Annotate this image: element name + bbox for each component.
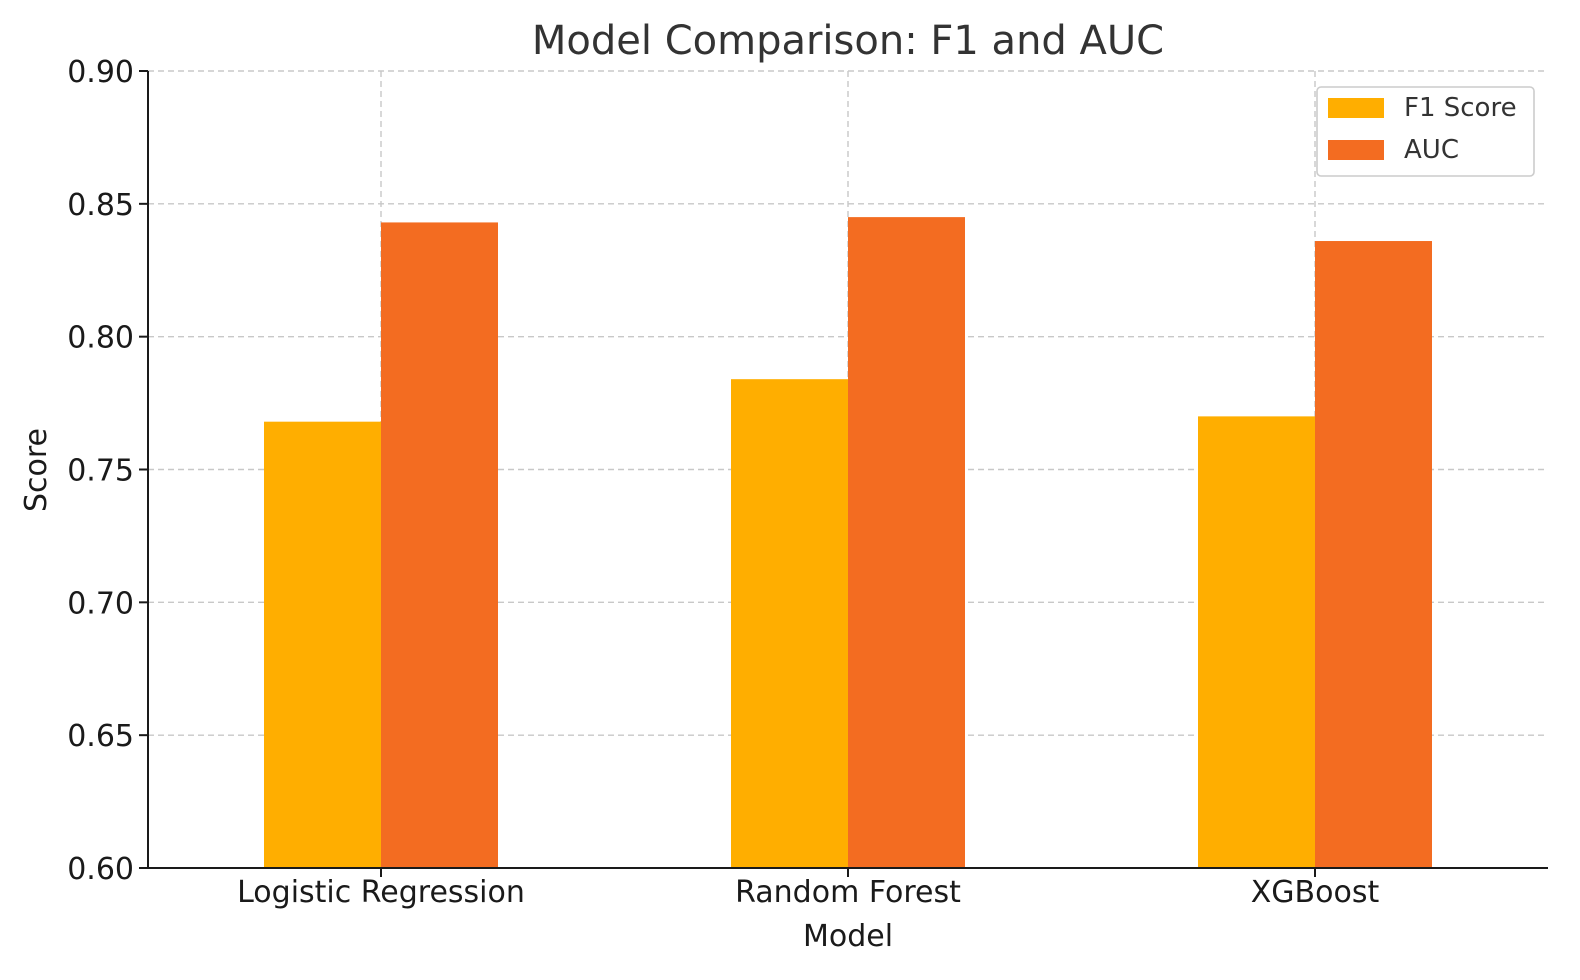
legend: F1 Score AUC <box>1316 86 1535 177</box>
legend-label: F1 Score <box>1404 93 1517 123</box>
y-tick-label: 0.85 <box>67 188 134 223</box>
bar-f1-score <box>731 379 848 868</box>
x-tick-label: XGBoost <box>1251 875 1380 910</box>
bar-auc <box>848 217 965 868</box>
x-axis-label: Model <box>803 919 893 954</box>
bar-f1-score <box>1198 416 1315 868</box>
legend-swatch <box>1328 140 1384 160</box>
x-tick-label: Logistic Regression <box>237 875 525 910</box>
bar-f1-score <box>264 421 381 868</box>
bars <box>264 217 1432 868</box>
x-tick-label: Random Forest <box>735 875 961 910</box>
bar-auc <box>1315 241 1432 868</box>
y-tick-label: 0.75 <box>67 454 134 489</box>
legend-label: AUC <box>1404 135 1459 165</box>
y-axis-label: Score <box>19 428 54 512</box>
legend-swatch <box>1328 98 1384 118</box>
y-tick-label: 0.90 <box>67 55 134 90</box>
y-tick-label: 0.70 <box>67 586 134 621</box>
y-tick-label: 0.65 <box>67 719 134 754</box>
chart-title: Model Comparison: F1 and AUC <box>532 18 1164 64</box>
y-tick-label: 0.60 <box>67 852 134 887</box>
y-tick-label: 0.80 <box>67 321 134 356</box>
y-ticks: 0.60 0.65 0.70 0.75 0.80 0.85 0.90 <box>67 55 148 887</box>
x-ticks: Logistic Regression Random Forest XGBoost <box>237 868 1379 910</box>
bar-auc <box>381 222 498 868</box>
